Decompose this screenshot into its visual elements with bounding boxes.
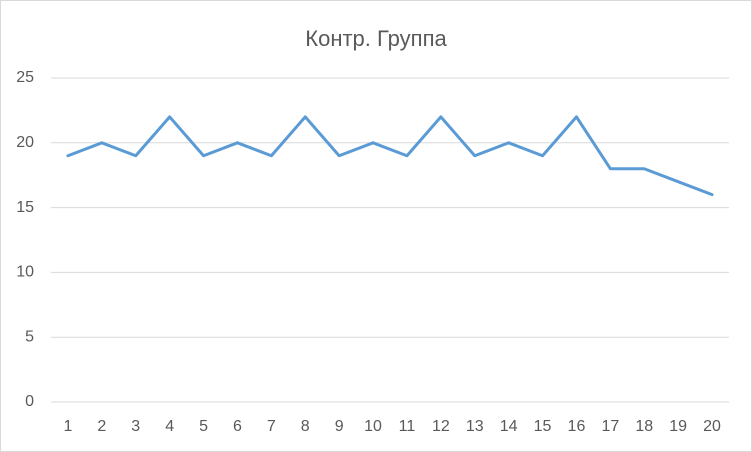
x-tick-label: 4 xyxy=(165,418,174,435)
x-tick-label: 8 xyxy=(301,418,310,435)
x-tick-label: 20 xyxy=(703,418,721,435)
y-tick-label: 10 xyxy=(16,264,34,281)
x-tick-label: 15 xyxy=(534,418,552,435)
x-tick-label: 1 xyxy=(63,418,72,435)
x-tick-label: 11 xyxy=(399,418,416,435)
x-tick-label: 17 xyxy=(601,418,619,435)
x-tick-label: 19 xyxy=(669,418,687,435)
x-tick-label: 5 xyxy=(199,418,208,435)
x-tick-label: 6 xyxy=(233,418,242,435)
x-tick-label: 13 xyxy=(466,418,484,435)
x-tick-label: 12 xyxy=(432,418,450,435)
x-tick-label: 9 xyxy=(335,418,344,435)
y-tick-label: 15 xyxy=(16,199,34,216)
x-tick-label: 7 xyxy=(267,418,276,435)
data-line xyxy=(66,115,714,197)
x-tick-label: 3 xyxy=(131,418,140,435)
y-tick-label: 25 xyxy=(16,69,34,86)
chart-title: Контр. Группа xyxy=(305,26,447,51)
x-tick-label: 14 xyxy=(500,418,518,435)
x-tick-label: 16 xyxy=(568,418,586,435)
y-tick-label: 20 xyxy=(16,134,34,151)
x-tick-label: 2 xyxy=(97,418,106,435)
y-tick-label: 0 xyxy=(25,393,34,410)
y-tick-label: 5 xyxy=(25,328,34,345)
x-tick-label: 18 xyxy=(635,418,653,435)
x-tick-label: 10 xyxy=(364,418,382,435)
